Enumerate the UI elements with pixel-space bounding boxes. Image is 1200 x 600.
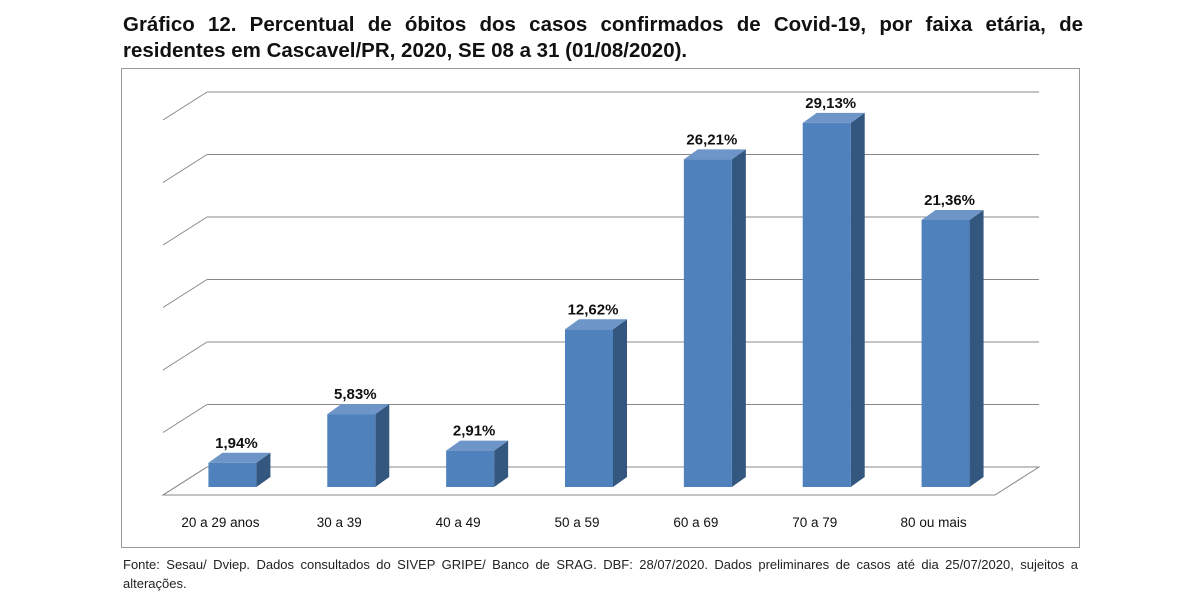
gridline-side xyxy=(162,341,208,371)
bar-top xyxy=(327,404,390,415)
category-label: 50 a 59 xyxy=(554,515,599,530)
data-label: 5,83% xyxy=(334,386,377,403)
data-label: 26,21% xyxy=(686,131,737,148)
data-label: 2,91% xyxy=(453,423,496,440)
bar-top xyxy=(683,149,746,160)
category-label: 40 a 49 xyxy=(436,515,481,530)
bar-side xyxy=(256,452,271,487)
bar xyxy=(565,329,613,487)
gridline-side xyxy=(162,154,208,183)
bar xyxy=(446,450,495,487)
bar xyxy=(921,220,970,487)
bar-side xyxy=(850,112,865,487)
category-label: 20 a 29 anos xyxy=(181,515,259,530)
floor xyxy=(161,466,1041,496)
chart-frame xyxy=(121,68,1080,548)
data-label: 1,94% xyxy=(215,435,258,452)
chart-title: Gráfico 12. Percentual de óbitos dos cas… xyxy=(123,13,1083,62)
category-label: 80 ou mais xyxy=(901,515,967,530)
source-note: Fonte: Sesau/ Dviep. Dados consultados d… xyxy=(123,557,1078,591)
bar-side xyxy=(494,440,509,487)
bar xyxy=(208,462,257,487)
bar-top xyxy=(802,112,865,123)
bar xyxy=(802,122,851,487)
category-label: 60 a 69 xyxy=(673,515,718,530)
bar-side xyxy=(969,210,984,487)
bar xyxy=(683,159,732,487)
gridline-side xyxy=(162,279,208,308)
gridline-side xyxy=(162,91,208,121)
data-label: 12,62% xyxy=(568,301,619,318)
category-label: 70 a 79 xyxy=(792,515,837,530)
bar-top xyxy=(446,440,509,451)
bar-top xyxy=(208,452,271,463)
category-label: 30 a 39 xyxy=(317,515,362,530)
bar-top xyxy=(921,210,984,220)
bar-top xyxy=(565,319,627,330)
data-label: 29,13% xyxy=(805,95,856,112)
data-label: 21,36% xyxy=(924,192,975,209)
gridline-side xyxy=(162,216,208,246)
gridline-side xyxy=(162,404,208,433)
bar-side xyxy=(731,149,746,487)
bar-side xyxy=(375,404,390,487)
bar xyxy=(327,414,376,487)
bar-side xyxy=(613,319,627,487)
